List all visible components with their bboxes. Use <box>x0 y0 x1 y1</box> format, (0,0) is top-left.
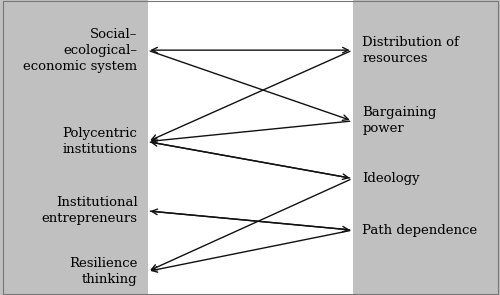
Text: Social–
ecological–
economic system: Social– ecological– economic system <box>24 28 138 73</box>
Text: Ideology: Ideology <box>362 172 420 185</box>
Bar <box>148 0 352 295</box>
Text: Resilience
thinking: Resilience thinking <box>69 257 138 286</box>
Text: Bargaining
power: Bargaining power <box>362 106 437 135</box>
Text: Distribution of
resources: Distribution of resources <box>362 36 460 65</box>
Text: Polycentric
institutions: Polycentric institutions <box>62 127 138 156</box>
Text: Path dependence: Path dependence <box>362 224 478 237</box>
Text: Institutional
entrepreneurs: Institutional entrepreneurs <box>42 196 138 225</box>
